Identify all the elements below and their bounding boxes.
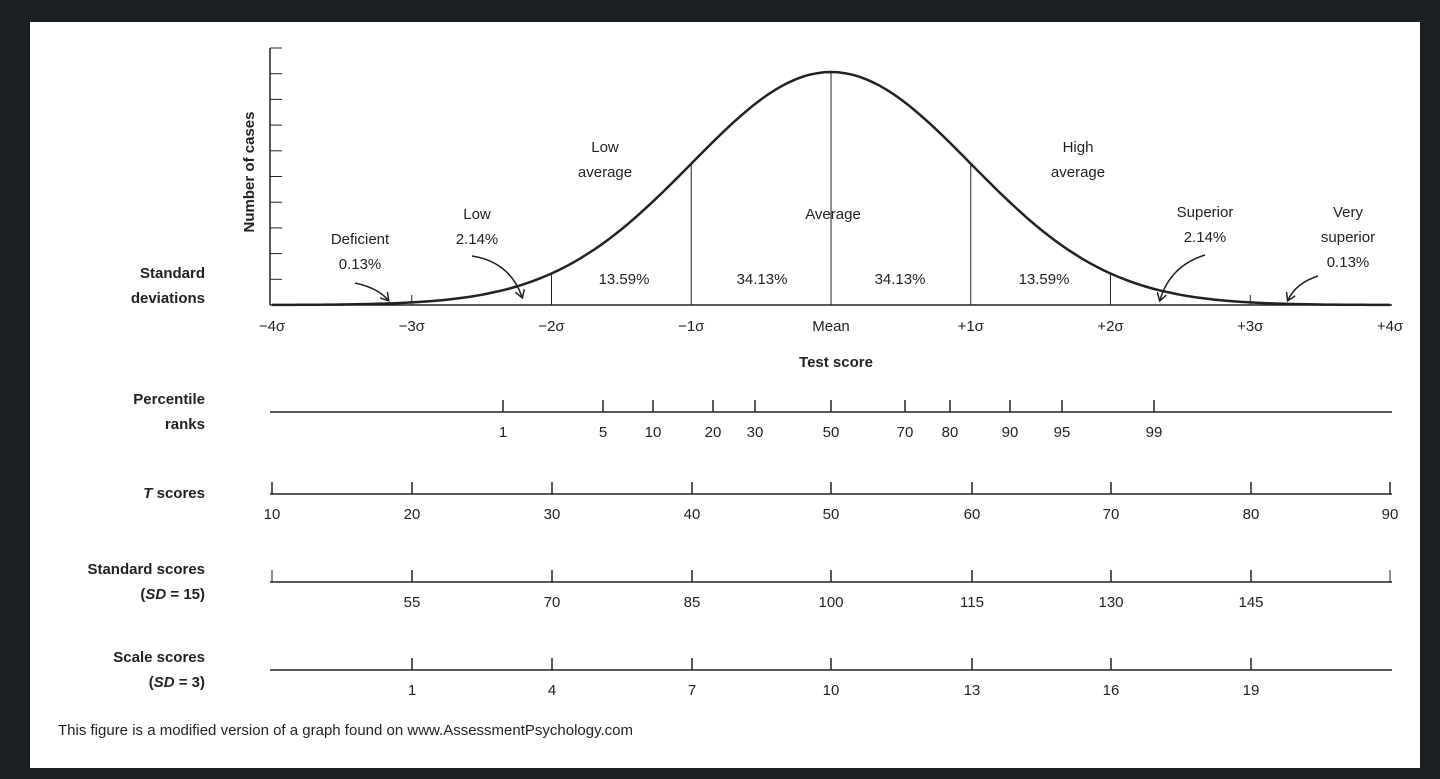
scale-value: 85 xyxy=(684,594,701,611)
scale-value: 90 xyxy=(1382,506,1399,523)
scale-value: 50 xyxy=(823,506,840,523)
region-label: Deficient xyxy=(331,231,390,248)
sigma-label: +4σ xyxy=(1377,318,1404,335)
scale-value: 70 xyxy=(544,594,561,611)
region-label: 2.14% xyxy=(1184,229,1227,246)
region-label: 0.13% xyxy=(339,256,382,273)
region-label: 0.13% xyxy=(1327,254,1370,271)
region-label: Average xyxy=(805,206,861,223)
sigma-label: +1σ xyxy=(958,318,985,335)
panel xyxy=(30,22,1420,768)
sigma-label: Mean xyxy=(812,318,850,335)
row-label-part: T xyxy=(143,485,154,502)
region-label: superior xyxy=(1321,229,1375,246)
row-label-part: = 3) xyxy=(175,674,205,691)
arrow xyxy=(471,255,522,297)
region-label: 2.14% xyxy=(456,231,499,248)
region-label: Superior xyxy=(1177,204,1234,221)
scale-value: 130 xyxy=(1098,594,1123,611)
region-label: Low xyxy=(463,206,491,223)
scale-value: 20 xyxy=(705,424,722,441)
band-percent: 13.59% xyxy=(599,271,650,288)
row-label-part: ranks xyxy=(165,416,205,433)
row-label-part: = 15) xyxy=(166,586,205,603)
sigma-label: +3σ xyxy=(1237,318,1264,335)
scale-value: 100 xyxy=(818,594,843,611)
scale-value: 50 xyxy=(823,424,840,441)
row-label-part: scores xyxy=(152,485,205,502)
region-label: average xyxy=(578,164,632,181)
sigma-label: −3σ xyxy=(399,318,426,335)
row-label-part: SD xyxy=(154,674,175,691)
scale-value: 1 xyxy=(499,424,507,441)
scale-value: 13 xyxy=(964,682,981,699)
band-percent: 34.13% xyxy=(875,271,926,288)
scale-value: 40 xyxy=(684,506,701,523)
region-label: Very xyxy=(1333,204,1364,221)
row-label: Scale scores xyxy=(113,649,205,666)
sigma-label: −2σ xyxy=(538,318,565,335)
region-label: average xyxy=(1051,164,1105,181)
scale-value: 1 xyxy=(408,682,416,699)
scale-value: 5 xyxy=(599,424,607,441)
row-label: Standard scores xyxy=(87,561,205,578)
scale-value: 20 xyxy=(404,506,421,523)
scale-value: 7 xyxy=(688,682,696,699)
sigma-label: −1σ xyxy=(678,318,705,335)
scale-value: 10 xyxy=(645,424,662,441)
band-percent: 34.13% xyxy=(737,271,788,288)
row-label-part: Percentile xyxy=(133,391,205,408)
scale-value: 10 xyxy=(264,506,281,523)
sigma-label: −4σ xyxy=(259,318,286,335)
row-label-part: ( xyxy=(149,674,154,691)
row-label: ranks xyxy=(165,416,205,433)
scale-value: 60 xyxy=(964,506,981,523)
scale-value: 90 xyxy=(1002,424,1019,441)
region-label: Low xyxy=(591,139,619,156)
row-label-part: SD xyxy=(145,586,166,603)
y-axis-label: Number of cases xyxy=(241,112,258,233)
row-label: (SD = 3) xyxy=(149,674,205,691)
scale-value: 55 xyxy=(404,594,421,611)
x-axis-label: Test score xyxy=(799,354,873,371)
row-label-part: Standard scores xyxy=(87,561,205,578)
row-label: deviations xyxy=(131,290,205,307)
row-label: Percentile xyxy=(133,391,205,408)
row-label: Standard xyxy=(140,265,205,282)
arrow xyxy=(1288,275,1319,300)
scale-value: 145 xyxy=(1238,594,1263,611)
scale-value: 99 xyxy=(1146,424,1163,441)
row-label: (SD = 15) xyxy=(140,586,205,603)
sigma-label: +2σ xyxy=(1097,318,1124,335)
scale-value: 30 xyxy=(544,506,561,523)
band-percent: 13.59% xyxy=(1019,271,1070,288)
footnote: This figure is a modified version of a g… xyxy=(58,722,633,739)
row-label: T scores xyxy=(143,485,205,502)
arrow xyxy=(1160,254,1206,300)
scale-value: 95 xyxy=(1054,424,1071,441)
scale-value: 4 xyxy=(548,682,556,699)
scale-value: 70 xyxy=(897,424,914,441)
scale-value: 80 xyxy=(942,424,959,441)
scale-value: 115 xyxy=(960,594,984,611)
scale-value: 19 xyxy=(1243,682,1260,699)
row-label-part: ( xyxy=(140,586,145,603)
scale-value: 70 xyxy=(1103,506,1120,523)
region-label: High xyxy=(1063,139,1094,156)
scale-value: 30 xyxy=(747,424,764,441)
row-label-part: Scale scores xyxy=(113,649,205,666)
arrow xyxy=(354,282,388,300)
scale-value: 16 xyxy=(1103,682,1120,699)
scale-value: 80 xyxy=(1243,506,1260,523)
scale-value: 10 xyxy=(823,682,840,699)
